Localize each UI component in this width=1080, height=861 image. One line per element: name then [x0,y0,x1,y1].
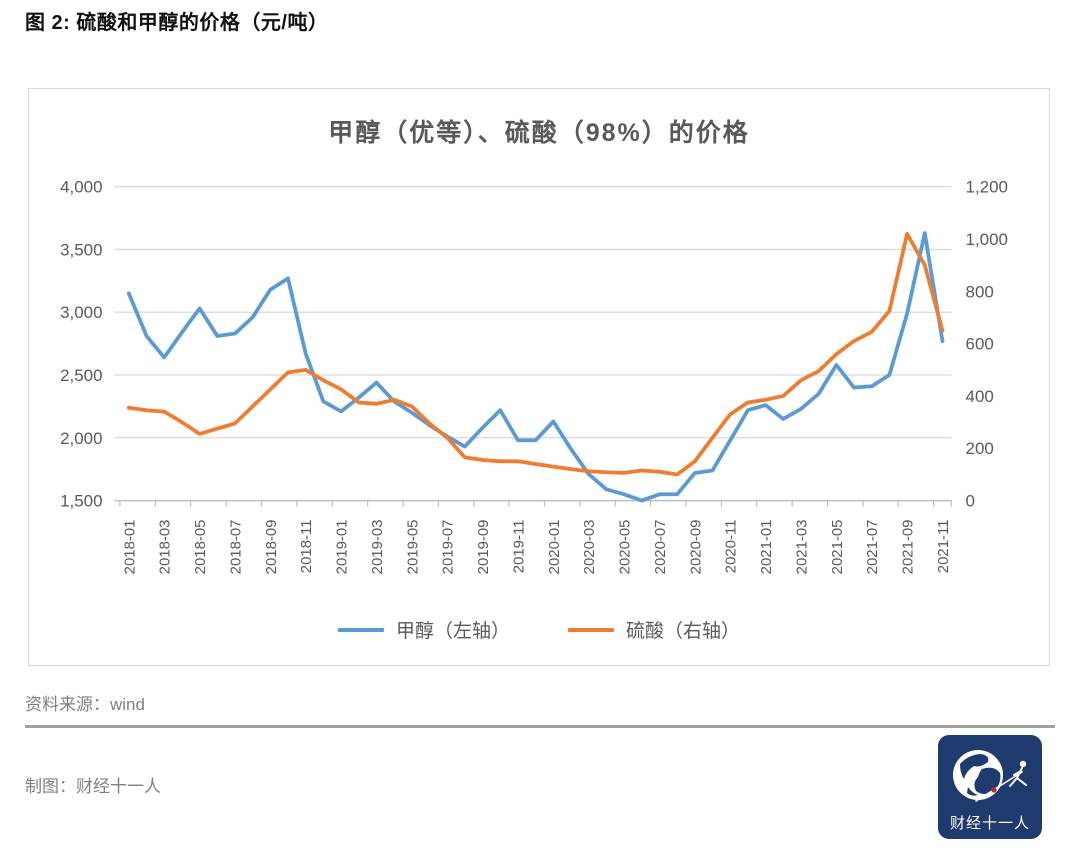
legend-line-swatch-sulfuric-acid [568,627,614,632]
right-axis-label: 0 [966,492,975,511]
x-axis-label: 2019-03 [369,520,386,575]
series-sulfuric-acid [126,231,945,477]
x-axis-label: 2019-09 [475,520,492,575]
fencer-icon [975,760,1027,802]
left-axis-label: 3,500 [60,240,102,259]
x-axis-label: 2020-07 [652,520,669,575]
x-axis-label: 2019-05 [404,520,421,575]
logo-text: 财经十一人 [950,815,1030,832]
x-axis-label: 2021-11 [935,520,952,574]
chart-title: 甲醇（优等）、硫酸（98%）的价格 [328,119,750,147]
legend-line-swatch-methanol [337,627,384,632]
logo-red-dot [991,787,997,793]
left-axis-label: 2,000 [60,429,102,448]
x-axis-label: 2018-03 [157,520,174,575]
legend-label-methanol: 甲醇（左轴） [395,621,510,642]
legend-item-sulfuric-acid: 硫酸（右轴） [568,616,740,643]
divider-line [25,725,1055,728]
left-axis-label: 1,500 [60,492,102,511]
right-axis-label: 200 [966,439,994,458]
right-axis-label: 800 [966,282,994,301]
legend-label-sulfuric-acid: 硫酸（右轴） [626,621,741,642]
x-axis-label: 2021-07 [864,520,881,575]
x-axis-label: 2018-09 [263,520,280,575]
right-axis-label: 1,200 [966,178,1008,197]
price-line-chart: 4,000 3,500 3,000 2,500 2,000 1,500 1,200 1,000… [60,178,1008,575]
x-axis-label: 2020-09 [687,520,704,575]
globe-icon [953,750,1003,800]
left-axis-label: 2,500 [60,366,102,385]
x-axis-label: 2020-03 [581,520,598,575]
x-axis-label: 2021-03 [793,520,810,575]
credit-note: 制图：财经十一人 [25,777,161,796]
x-axis-label: 2020-05 [617,520,634,575]
x-axis-label: 2019-07 [440,520,457,575]
x-axis-label: 2018-11 [298,520,315,574]
series-methanol [126,231,945,503]
left-axis-label: 3,000 [60,303,102,322]
x-axis-label: 2018-05 [192,520,209,575]
page-title: 图 2: 硫酸和甲醇的价格（元/吨） [25,12,329,34]
x-axis-label: 2020-01 [546,520,563,575]
right-axis-label: 400 [966,387,994,406]
right-axis-label: 600 [966,335,994,354]
x-axis-label: 2021-05 [829,520,846,575]
x-axis-label: 2018-07 [227,520,244,575]
chart-legend: 甲醇（左轴） 硫酸（右轴） [29,616,1049,643]
x-axis-label: 2019-11 [510,520,527,574]
chart-container: 4,000 3,500 3,000 2,500 2,000 1,500 1,200 1,000… [28,88,1050,666]
left-axis-label: 4,000 [60,178,102,197]
x-axis-label: 2019-01 [334,520,351,575]
publisher-logo: 财经十一人 [938,735,1042,839]
x-axis-label: 2021-09 [900,520,917,575]
x-axis-label: 2018-01 [121,520,138,575]
source-note: 资料来源：wind [25,695,145,714]
x-axis-label: 2020-11 [723,520,740,574]
x-axis-label: 2021-01 [758,520,775,575]
legend-item-methanol: 甲醇（左轴） [337,616,510,643]
right-axis-label: 1,000 [966,230,1008,249]
